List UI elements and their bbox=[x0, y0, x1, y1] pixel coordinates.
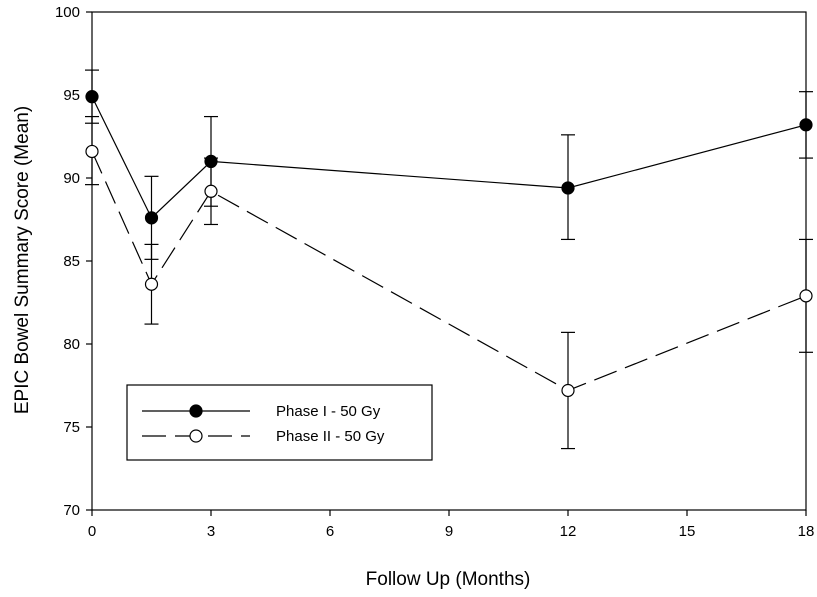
legend-phase2-label: Phase II - 50 Gy bbox=[276, 428, 385, 445]
y-tick-label: 75 bbox=[63, 419, 80, 436]
y-tick-label: 95 bbox=[63, 87, 80, 104]
x-tick-label: 6 bbox=[326, 523, 334, 540]
y-axis-title: EPIC Bowel Summary Score (Mean) bbox=[12, 106, 33, 414]
data-point bbox=[799, 289, 813, 303]
legend-box bbox=[126, 384, 433, 461]
data-point bbox=[144, 277, 159, 291]
x-tick-label: 12 bbox=[560, 523, 577, 540]
legend-phase1-label: Phase I - 50 Gy bbox=[276, 403, 381, 420]
data-point bbox=[204, 184, 218, 198]
series-layer bbox=[85, 69, 813, 450]
legend: Phase I - 50 Gy Phase II - 50 Gy bbox=[126, 384, 433, 461]
y-tick-label: 80 bbox=[63, 336, 80, 353]
y-tick-label: 90 bbox=[63, 170, 80, 187]
y-tick-label: 100 bbox=[55, 4, 80, 21]
data-point bbox=[561, 181, 575, 195]
data-point bbox=[144, 211, 159, 225]
legend-phase1-marker bbox=[189, 404, 203, 418]
series-line bbox=[91, 96, 807, 219]
data-point bbox=[561, 383, 575, 398]
data-point bbox=[85, 90, 99, 104]
data-point bbox=[799, 118, 813, 132]
series-line bbox=[91, 151, 807, 392]
x-tick-label: 18 bbox=[798, 523, 815, 540]
data-point bbox=[85, 144, 99, 159]
series-1 bbox=[85, 69, 813, 260]
legend-phase2-marker bbox=[189, 429, 203, 443]
axes: 0 3 6 9 12 15 18 70 75 80 85 90 95 100 bbox=[55, 4, 814, 540]
x-tick-label: 3 bbox=[207, 523, 215, 540]
x-tick-label: 9 bbox=[445, 523, 453, 540]
series-2 bbox=[85, 115, 813, 450]
x-tick-label: 15 bbox=[679, 523, 696, 540]
x-tick-label: 0 bbox=[88, 523, 96, 540]
x-axis-title: Follow Up (Months) bbox=[366, 569, 531, 590]
y-tick-label: 70 bbox=[63, 502, 80, 519]
y-tick-label: 85 bbox=[63, 253, 80, 270]
